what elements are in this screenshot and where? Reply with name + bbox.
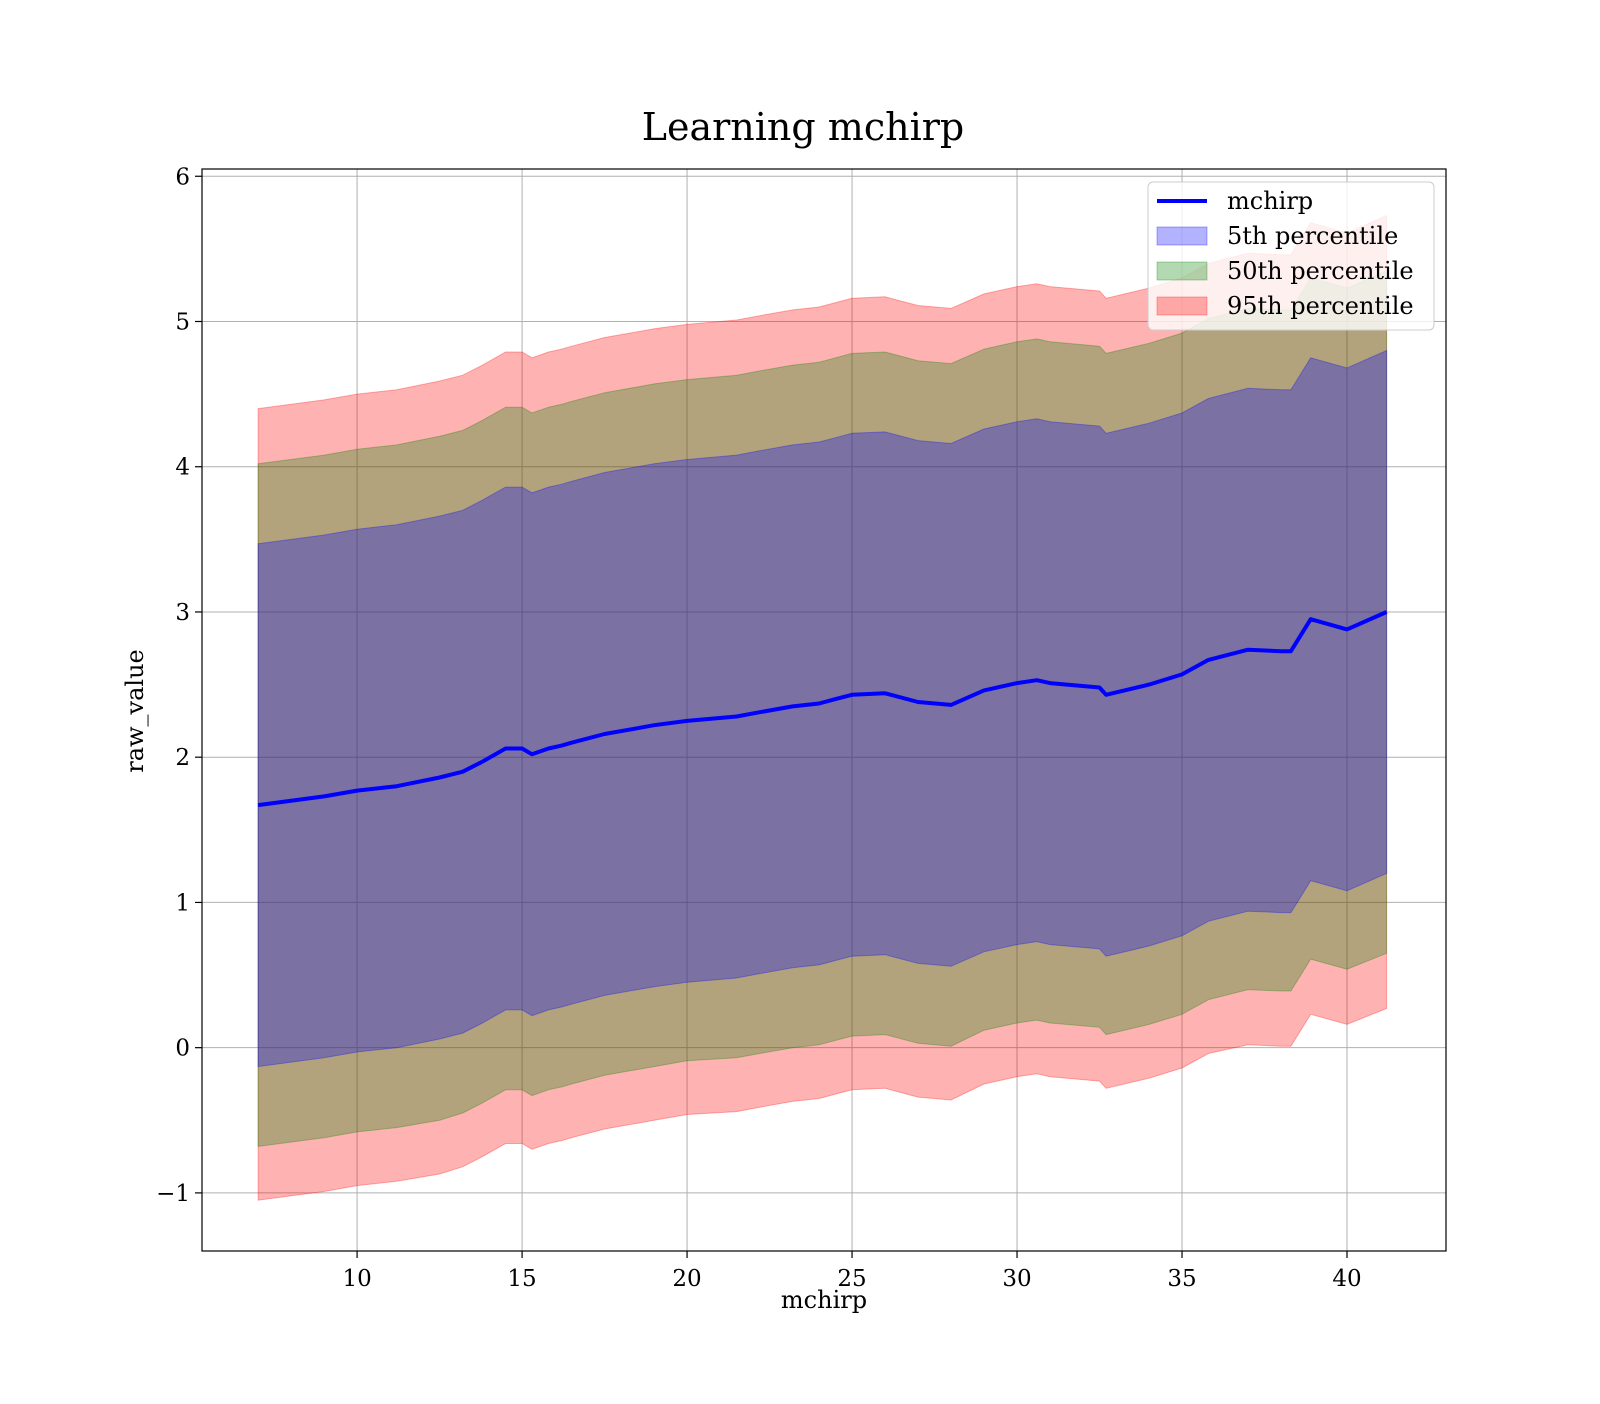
legend-swatch-5th-percentile	[1156, 226, 1208, 246]
y-tick-label: 4	[175, 455, 190, 481]
mchirp-series-line	[257, 610, 1388, 808]
x-tick-label: 40	[1332, 1266, 1361, 1292]
x-tick-label: 25	[837, 1266, 866, 1292]
y-tick-label: 0	[175, 1036, 190, 1062]
x-tick-label: 20	[672, 1266, 701, 1292]
y-tick-label: 1	[175, 890, 190, 916]
percentile-bands	[257, 214, 1388, 1201]
x-tick-label: 10	[342, 1266, 371, 1292]
x-axis-ticks: 10 15 20 25 30 35 40	[342, 1251, 1362, 1292]
legend-swatch-50th-percentile	[1156, 261, 1208, 281]
legend-label-95th-percentile: 95th percentile	[1227, 292, 1414, 320]
y-tick-label: −1	[156, 1181, 190, 1207]
y-axis-ticks: −1 0 1 2 3 4 5 6	[156, 164, 202, 1207]
x-tick-label: 15	[507, 1266, 536, 1292]
x-tick-label: 30	[1002, 1266, 1031, 1292]
50th-percentile-band	[257, 269, 1388, 1147]
y-axis-label: raw_value	[121, 649, 149, 773]
legend-box	[1147, 181, 1435, 331]
legend-label-50th-percentile: 50th percentile	[1227, 257, 1414, 285]
x-tick-label: 35	[1167, 1266, 1196, 1292]
legend: mchirp 5th percentile 50th percentile 95th …	[1147, 181, 1435, 331]
95th-percentile-band	[257, 214, 1388, 1201]
y-tick-label: 5	[175, 309, 190, 335]
legend-swatch-95th-percentile	[1156, 296, 1208, 316]
legend-label-mchirp: mchirp	[1227, 187, 1313, 215]
y-tick-label: 3	[175, 600, 190, 626]
y-tick-label: 6	[175, 164, 190, 190]
5th-percentile-band	[257, 349, 1388, 1068]
y-tick-label: 2	[175, 745, 190, 771]
series-lines	[257, 610, 1388, 808]
chart-title: Learning mchirp	[642, 105, 964, 149]
legend-label-5th-percentile: 5th percentile	[1227, 222, 1398, 250]
plot-frame	[201, 168, 1447, 1252]
x-axis-label: mchirp	[781, 1286, 867, 1314]
